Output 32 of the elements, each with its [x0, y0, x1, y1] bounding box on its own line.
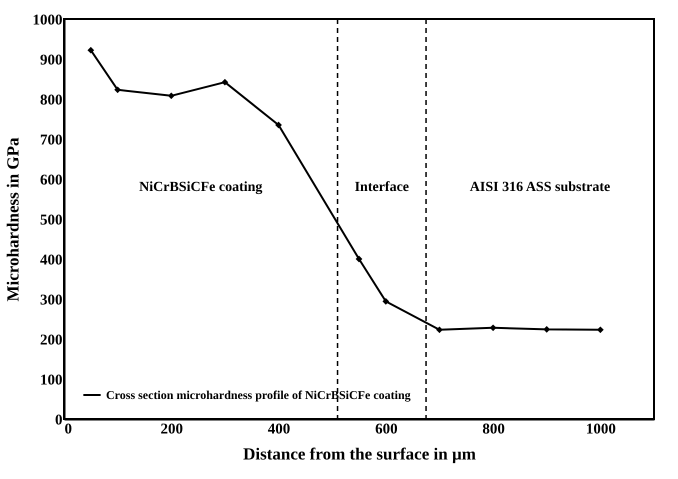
- y-tick-label: 300: [40, 292, 62, 308]
- y-tick-label: 600: [40, 172, 62, 188]
- point: [356, 256, 362, 262]
- y-tick-label: 200: [40, 332, 62, 348]
- x-axis-title: Distance from the surface in µm: [243, 444, 476, 464]
- y-tick-label: 100: [40, 372, 62, 388]
- x-tick-label: 800: [482, 422, 505, 438]
- point: [490, 324, 496, 332]
- point: [87, 46, 94, 54]
- y-axis-title: Microhardness in GPa: [4, 136, 22, 302]
- point: [436, 326, 443, 334]
- point: [597, 326, 604, 334]
- annotation: Interface: [354, 180, 410, 195]
- legend-label: Cross section microhardness profile of NiCrBSiCFe coating: [106, 388, 411, 402]
- x-tick-label: 200: [160, 422, 184, 438]
- x-tick-label: 1000: [586, 422, 616, 438]
- annotation: NiCrBSiCFe coating: [139, 180, 262, 195]
- y-tick-label: 1000: [32, 12, 62, 28]
- y-tick-label: 700: [40, 132, 62, 148]
- y-tick-label: 900: [40, 52, 62, 68]
- point: [168, 92, 175, 100]
- y-tick-label: 400: [40, 252, 62, 268]
- point: [543, 326, 550, 333]
- point: [275, 122, 282, 128]
- point: [114, 86, 121, 94]
- y-tick-label: 800: [40, 92, 62, 108]
- annotation: AISI 316 ASS substrate: [470, 180, 610, 195]
- point: [222, 78, 228, 86]
- point: [382, 298, 390, 305]
- y-tick-label: 500: [40, 212, 62, 228]
- x-tick-label: 600: [375, 422, 398, 438]
- x-tick-label: 400: [268, 422, 290, 438]
